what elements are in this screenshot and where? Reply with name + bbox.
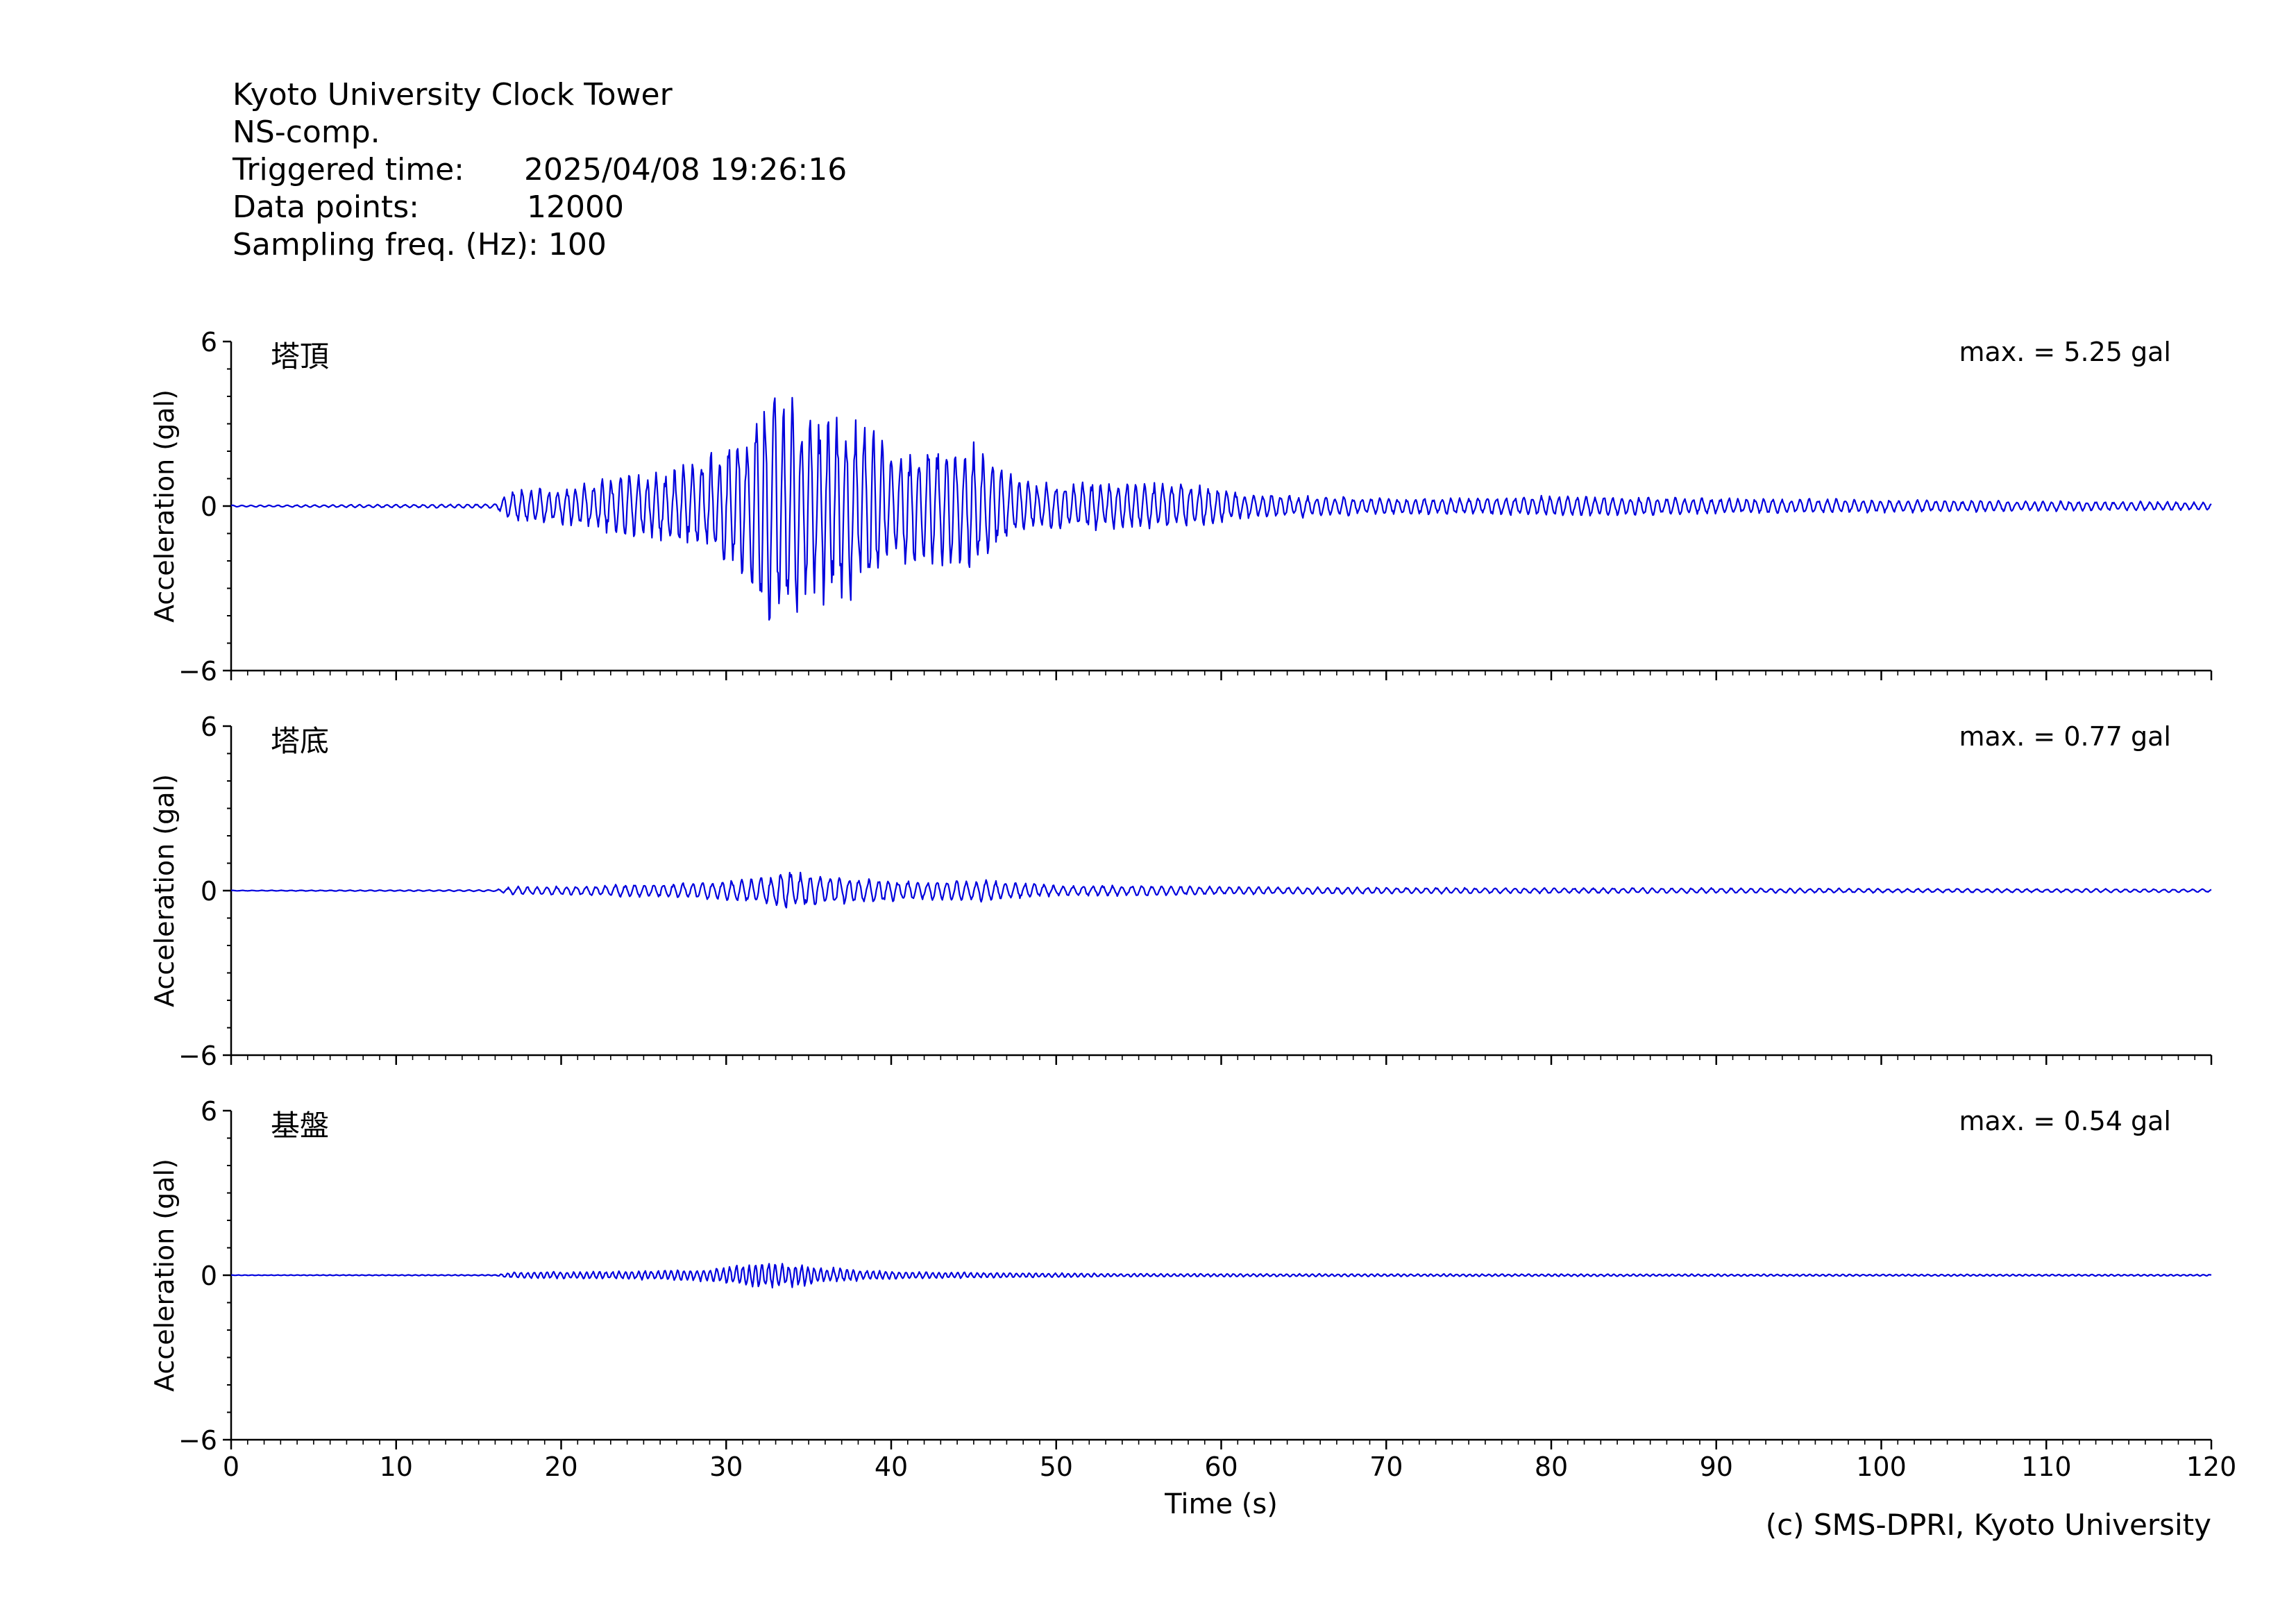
panel-3-xtick-label: 20 <box>544 1452 577 1482</box>
freq-row: Sampling freq. (Hz): 100 <box>233 226 847 264</box>
points-value: 12000 <box>527 190 624 225</box>
points-row: Data points: 12000 <box>233 189 847 226</box>
panel-1-ytick-label: 6 <box>201 327 217 358</box>
panel-3-xtick-label: 50 <box>1040 1452 1073 1482</box>
panel-3-xtick-label: 0 <box>223 1452 239 1482</box>
points-label: Data points: <box>233 190 420 225</box>
panel-3-ytick-label: 6 <box>201 1096 217 1127</box>
component-label: NS-comp. <box>233 115 380 150</box>
panel-2-ytick-label: −6 <box>178 1041 217 1071</box>
panel-1-y-axis-label: Acceleration (gal) <box>149 389 180 623</box>
panel-3-xtick-label: 40 <box>875 1452 908 1482</box>
panel-2-max-label: max. = 0.77 gal <box>1959 721 2171 752</box>
panel-2-series-label: 塔底 <box>271 724 329 758</box>
panel-3-max-label: max. = 0.54 gal <box>1959 1106 2171 1136</box>
panel-3-xtick-label: 120 <box>2186 1452 2237 1482</box>
panel-3-xtick-label: 10 <box>380 1452 413 1482</box>
header: Kyoto University Clock Tower NS-comp. Tr… <box>233 76 847 264</box>
panel-1-waveform <box>230 396 2212 621</box>
panel-3-xtick-label: 30 <box>709 1452 743 1482</box>
panel-3-y-axis-label: Acceleration (gal) <box>149 1159 180 1392</box>
credit-text: (c) SMS-DPRI, Kyoto University <box>1765 1508 2211 1542</box>
panel-3-xtick-label: 90 <box>1700 1452 1733 1482</box>
panel-2-waveform <box>230 871 2212 909</box>
panel-3-ytick-label: −6 <box>178 1425 217 1456</box>
triggered-value: 2025/04/08 19:26:16 <box>524 152 847 187</box>
panel-3-xtick-label: 110 <box>2021 1452 2072 1482</box>
freq-value: 100 <box>548 227 607 262</box>
triggered-row: Triggered time: 2025/04/08 19:26:16 <box>233 151 847 189</box>
panel-1-ytick-label: −6 <box>178 656 217 687</box>
panel-3-series-label: 基盤 <box>271 1109 329 1143</box>
freq-label: Sampling freq. (Hz): <box>233 227 539 262</box>
panel-3-xtick-label: 80 <box>1535 1452 1568 1482</box>
station-name: Kyoto University Clock Tower <box>233 77 673 112</box>
panel-1-series-label: 塔頂 <box>271 339 329 373</box>
panel-3-xtick-label: 100 <box>1856 1452 1907 1482</box>
panel-3-ytick-label: 0 <box>201 1261 217 1291</box>
panel-3-xtick-label: 70 <box>1369 1452 1403 1482</box>
panel-2-ytick-label: 6 <box>201 712 217 742</box>
panel-2-ytick-label: 0 <box>201 876 217 907</box>
panel-3-waveform <box>230 1263 2212 1289</box>
triggered-label: Triggered time: <box>233 152 464 187</box>
x-axis-label: Time (s) <box>1164 1488 1278 1520</box>
panel-3-xtick-label: 60 <box>1204 1452 1238 1482</box>
panel-1-ytick-label: 0 <box>201 491 217 522</box>
panel-1-max-label: max. = 5.25 gal <box>1959 337 2171 367</box>
panel-2-y-axis-label: Acceleration (gal) <box>149 774 180 1007</box>
